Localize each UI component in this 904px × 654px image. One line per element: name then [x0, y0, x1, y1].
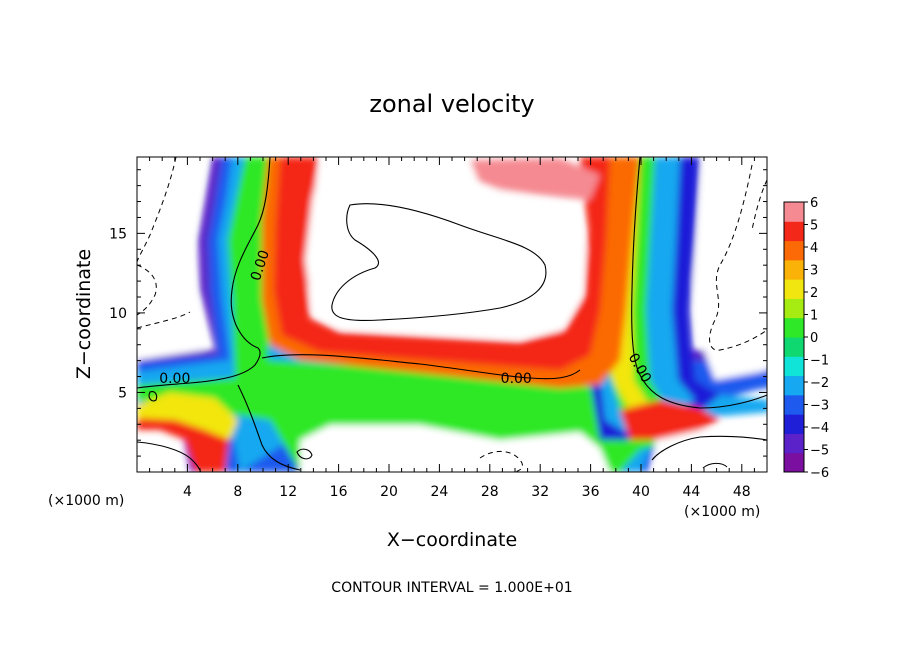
colorbar-label: −6: [810, 466, 829, 481]
colorbar-segment: [784, 240, 804, 261]
plot-area: 0.000.00 0.00 0.00: [137, 157, 767, 472]
colorbar-label: 1: [810, 309, 818, 324]
colorbar-segment: [784, 433, 804, 454]
contour-label: 0.00: [159, 371, 190, 387]
colorbar-label: 3: [810, 264, 818, 279]
x-unit-right: (×1000 m): [684, 504, 760, 520]
colorbar-label: 4: [810, 241, 818, 256]
x-tick-label: 44: [682, 484, 700, 500]
contour-zero-lower: [237, 384, 301, 471]
colorbar-segment: [784, 221, 804, 242]
colorbar-label: −2: [810, 376, 829, 391]
colorbar-segment: [784, 298, 804, 319]
colorbar-label: 0: [810, 331, 818, 346]
colorbar-segment: [784, 452, 804, 473]
x-unit-left: (×1000 m): [48, 493, 124, 509]
y-tick-label: 15: [109, 226, 127, 242]
y-axis-label: Z−coordinate: [73, 249, 95, 379]
colorbar: 6 5 4 3 2 1 0 −1 −2 −3 −4 −5 −6: [783, 196, 829, 481]
colorbar-segment: [784, 375, 804, 396]
contour-small-loop-a: [296, 448, 313, 460]
chart-title: zonal velocity: [369, 90, 534, 118]
x-tick-label: 4: [183, 484, 192, 500]
colorbar-segment: [784, 414, 804, 434]
x-tick-label: 32: [531, 484, 549, 500]
colorbar-segment: [784, 202, 804, 222]
x-tick-label: 20: [380, 484, 398, 500]
colorbar-segment: [784, 356, 804, 377]
x-tick-label: 24: [430, 484, 448, 500]
field-lower-right-red: [620, 400, 720, 440]
contour-label: 0.00: [501, 371, 532, 387]
y-tick-label: 5: [118, 385, 127, 401]
colorbar-segment: [784, 279, 804, 299]
colorbar-segment: [784, 259, 804, 280]
colorbar-label: 2: [810, 286, 818, 301]
colorbar-label: −3: [810, 399, 829, 414]
contour-dashed-right: [709, 164, 767, 351]
contour-small-loop-b: [702, 462, 728, 469]
contour-lines-dashed: [137, 157, 767, 472]
colorbar-label: −5: [810, 444, 829, 459]
field-green: [137, 157, 680, 472]
y-tick-label: 10: [109, 306, 127, 322]
field-positive-red: [274, 157, 610, 370]
field-lower-yellow: [137, 392, 238, 440]
field-positive-pink: [470, 158, 600, 200]
contour-zero-left: [137, 157, 271, 389]
field-bottom-white: [300, 425, 610, 472]
contour-dashed-bottom: [479, 451, 523, 472]
x-axis: 4 8 12 16 20 24 28 32 36 40 44 48: [149, 157, 755, 500]
contour-zero-mid: [261, 354, 581, 380]
colorbar-segment: [784, 317, 804, 338]
colorbar-segment: [784, 394, 804, 415]
y-axis: 5 10 15: [109, 169, 767, 457]
x-tick-label: 48: [733, 484, 751, 500]
x-axis-label: X−coordinate: [387, 529, 517, 551]
contour-lines: [137, 157, 767, 472]
x-tick-label: 28: [481, 484, 499, 500]
contour-zero-right: [631, 157, 767, 409]
colorbar-segment: [784, 337, 804, 357]
contour-dashed-right-b: [751, 179, 767, 231]
colorbar-label: 6: [810, 196, 818, 211]
colorbar-label: 5: [810, 219, 818, 234]
contour-interval-footer: CONTOUR INTERVAL = 1.000E+01: [331, 580, 572, 596]
x-tick-label: 40: [632, 484, 650, 500]
field-core-white: [305, 157, 585, 338]
velocity-field: [137, 157, 767, 472]
contour-small-loop-c: [148, 391, 158, 402]
contour-lower-right: [651, 435, 767, 461]
field-left-white: [137, 157, 205, 360]
colorbar-label: −1: [810, 354, 829, 369]
x-tick-label: 12: [279, 484, 297, 500]
x-tick-label: 16: [330, 484, 348, 500]
x-tick-label: 8: [233, 484, 242, 500]
contour-dashed-left-top: [137, 157, 177, 263]
x-tick-label: 36: [582, 484, 600, 500]
contour-dashed-left-mid: [137, 264, 157, 316]
colorbar-label: −4: [810, 421, 829, 436]
contour-core: [331, 203, 547, 322]
